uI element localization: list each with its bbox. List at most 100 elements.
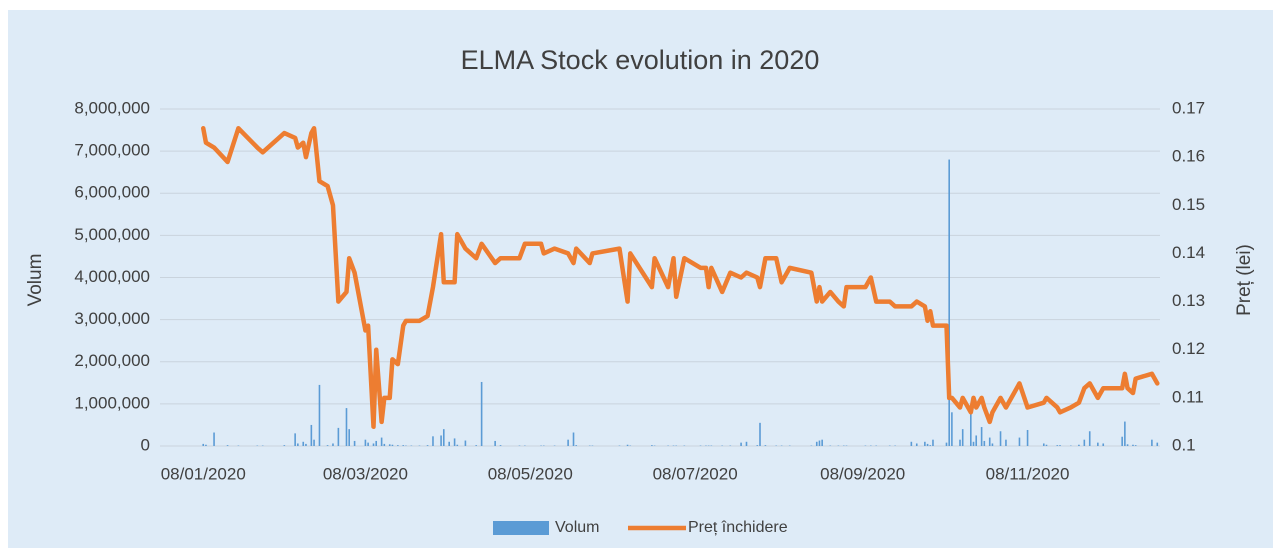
bar bbox=[283, 445, 286, 446]
bar bbox=[475, 445, 478, 446]
bar bbox=[480, 381, 483, 446]
bar bbox=[975, 435, 978, 446]
y-tick-label: 7,000,000 bbox=[74, 141, 150, 160]
bar bbox=[948, 159, 950, 447]
bar bbox=[305, 443, 307, 446]
bar bbox=[980, 427, 983, 446]
bar bbox=[1151, 439, 1153, 446]
bar bbox=[1121, 436, 1123, 446]
bar bbox=[1126, 444, 1129, 446]
y2-axis-label: Preț (lei) bbox=[1234, 244, 1255, 316]
y-tick-label: 6,000,000 bbox=[74, 183, 150, 202]
y-tick-label: 1,000,000 bbox=[74, 393, 150, 412]
bar bbox=[915, 443, 918, 446]
bar bbox=[756, 445, 759, 446]
bar bbox=[1026, 429, 1029, 446]
x-tick-label: 08/07/2020 bbox=[653, 464, 738, 483]
bar bbox=[213, 432, 215, 446]
bar bbox=[745, 441, 748, 446]
bar bbox=[383, 443, 386, 446]
bar bbox=[440, 435, 442, 446]
bar bbox=[926, 443, 929, 446]
bar bbox=[575, 445, 578, 446]
bar bbox=[945, 442, 948, 446]
bar bbox=[294, 433, 296, 446]
y-tick-label: 0 bbox=[141, 435, 150, 454]
bar bbox=[951, 412, 953, 446]
bar bbox=[464, 440, 467, 446]
y2-tick-label: 0.11 bbox=[1172, 387, 1204, 406]
bar bbox=[959, 439, 961, 446]
bar bbox=[499, 445, 502, 446]
bar bbox=[651, 445, 653, 446]
bar bbox=[1078, 444, 1080, 446]
legend-label: Preț închidere bbox=[688, 519, 788, 536]
bar bbox=[442, 429, 445, 446]
bar bbox=[202, 443, 205, 446]
bar bbox=[961, 429, 964, 446]
bar bbox=[1005, 439, 1007, 446]
bar bbox=[988, 437, 991, 446]
bar bbox=[353, 440, 356, 446]
bar bbox=[910, 441, 913, 446]
bar bbox=[1018, 437, 1021, 446]
bar bbox=[456, 444, 459, 446]
y2-tick-label: 0.13 bbox=[1172, 291, 1205, 310]
bar bbox=[924, 441, 926, 446]
bar bbox=[402, 445, 405, 446]
bar bbox=[337, 427, 340, 446]
legend-label: Volum bbox=[555, 519, 599, 536]
bar bbox=[348, 429, 350, 446]
bar bbox=[1083, 439, 1086, 446]
bar bbox=[397, 445, 399, 446]
y2-tick-label: 0.15 bbox=[1172, 195, 1205, 214]
bar bbox=[740, 442, 742, 446]
bar bbox=[453, 438, 456, 446]
bar bbox=[970, 410, 972, 446]
bar bbox=[999, 431, 1002, 446]
y2-tick-label: 0.12 bbox=[1172, 339, 1205, 358]
y2-tick-label: 0.1 bbox=[1172, 435, 1196, 454]
bar bbox=[205, 444, 207, 446]
bar bbox=[1156, 442, 1159, 446]
bar bbox=[313, 439, 315, 446]
bar bbox=[626, 444, 629, 446]
y2-tick-label: 0.14 bbox=[1172, 243, 1205, 262]
bar bbox=[1056, 445, 1059, 446]
bar bbox=[1102, 443, 1105, 446]
bar bbox=[226, 445, 229, 446]
bar bbox=[326, 445, 329, 446]
legend-swatch bbox=[493, 521, 549, 535]
bar bbox=[1124, 421, 1126, 446]
bar bbox=[759, 422, 761, 446]
y-axis-label: Volum bbox=[25, 254, 46, 307]
chart-background bbox=[8, 10, 1273, 548]
y-tick-label: 5,000,000 bbox=[74, 225, 150, 244]
bar bbox=[310, 424, 313, 446]
x-tick-label: 08/09/2020 bbox=[820, 464, 905, 483]
bar bbox=[567, 439, 569, 446]
bar bbox=[764, 445, 767, 446]
bar bbox=[983, 440, 986, 446]
bar bbox=[1042, 443, 1045, 446]
bar bbox=[572, 432, 575, 446]
bar bbox=[432, 436, 434, 446]
bar bbox=[426, 445, 429, 446]
bar bbox=[1088, 431, 1091, 446]
chart-title: ELMA Stock evolution in 2020 bbox=[461, 45, 820, 75]
bar bbox=[367, 442, 369, 446]
bar bbox=[332, 443, 334, 446]
bar bbox=[821, 439, 823, 446]
bar bbox=[372, 443, 375, 446]
bar bbox=[1059, 445, 1061, 446]
bar bbox=[388, 444, 391, 446]
bar bbox=[345, 408, 348, 446]
y2-tick-label: 0.17 bbox=[1172, 98, 1205, 117]
bar bbox=[932, 439, 934, 446]
bar bbox=[297, 443, 299, 446]
bar bbox=[1134, 445, 1137, 446]
bar bbox=[991, 443, 994, 446]
bar bbox=[815, 441, 818, 446]
